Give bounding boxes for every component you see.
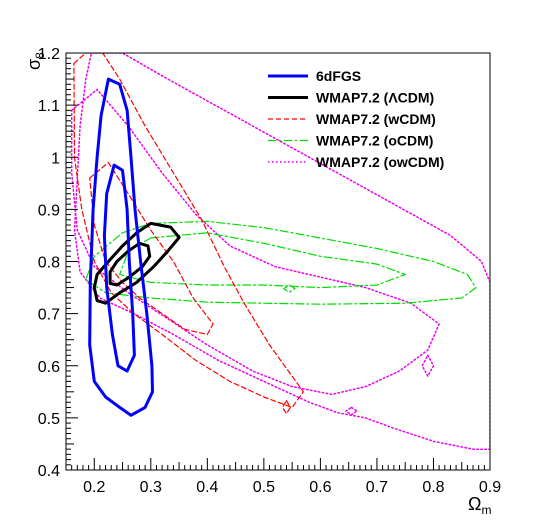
- y-axis: 0.4 0.5 0.6 0.7 0.8 0.9 1 1.1 1.2: [38, 46, 78, 480]
- contour-6dfgs-1: [88, 77, 154, 417]
- contour-wmap7-2-ocdm-2: [119, 232, 406, 289]
- contour-6dfgs-2: [102, 163, 136, 373]
- x-axis-subscript: m: [481, 503, 491, 517]
- x-tick-label: 0.6: [309, 479, 331, 496]
- y-tick-label: 1: [51, 150, 60, 167]
- contour-wmap7-2-ocdm-3: [283, 284, 296, 293]
- y-tick-label: 0.7: [38, 307, 60, 324]
- x-tick-label: 0.4: [196, 479, 218, 496]
- x-axis-symbol: Ω: [468, 494, 481, 514]
- contour-wmap7-2-owcdm-4: [345, 406, 358, 416]
- legend-label-wmap7-2-ocdm: WMAP7.2 (oCDM): [316, 133, 433, 149]
- x-tick-label: 0.5: [253, 479, 275, 496]
- x-tick-label: 0.3: [140, 479, 162, 496]
- x-axis: 0.2 0.3 0.4 0.5 0.6 0.7 0.8 0.9: [65, 458, 501, 496]
- y-axis-symbol: σ: [24, 59, 44, 70]
- contour-wmap7-2-cdm-2: [108, 241, 152, 287]
- y-tick-label: 0.9: [38, 202, 60, 219]
- contour-wmap7-2-owcdm-3: [421, 354, 435, 377]
- y-tick-label: 1.2: [38, 46, 60, 63]
- legend-label-wmap7-2-wcdm: WMAP7.2 (wCDM): [316, 111, 436, 127]
- legend-label-6dfgs: 6dFGS: [316, 68, 361, 84]
- series-layer: [70, 53, 490, 450]
- y-tick-label: 0.8: [38, 255, 60, 272]
- legend-label-wmap7-2-owcdm: WMAP7.2 (owCDM): [316, 154, 444, 170]
- contour-wmap7-2-wcdm-3: [281, 400, 291, 415]
- x-tick-label: 0.2: [83, 479, 105, 496]
- x-tick-label: 0.8: [422, 479, 444, 496]
- x-axis-title: Ωm: [468, 494, 491, 517]
- contour-wmap7-2-cdm-1: [92, 221, 181, 305]
- y-tick-label: 1.1: [38, 98, 60, 115]
- y-tick-label: 0.5: [38, 411, 60, 428]
- contour-wmap7-2-owcdm-1: [73, 53, 490, 450]
- contour-wmap7-2-ocdm-1: [85, 220, 477, 305]
- y-tick-label: 0.6: [38, 359, 60, 376]
- y-axis-subscript: 8: [33, 52, 47, 59]
- x-tick-label: 0.9: [479, 479, 501, 496]
- y-tick-label: 0.4: [38, 463, 60, 480]
- legend-label-wmap7-2-cdm: WMAP7.2 (ΛCDM): [316, 90, 434, 106]
- x-tick-label: 0.7: [366, 479, 388, 496]
- y-axis-title: σ8: [24, 52, 47, 70]
- legend: 6dFGS WMAP7.2 (ΛCDM) WMAP7.2 (wCDM) WMAP7.2…: [268, 68, 444, 170]
- contour-wmap7-2-owcdm-2: [70, 88, 440, 396]
